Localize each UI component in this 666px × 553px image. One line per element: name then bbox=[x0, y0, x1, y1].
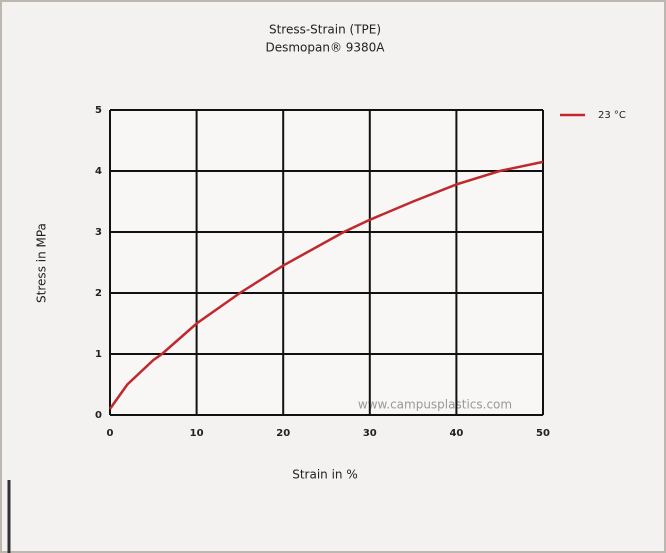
chart-subtitle: Desmopan® 9380A bbox=[265, 41, 385, 55]
x-tick-label: 10 bbox=[190, 428, 204, 439]
y-axis-label: Stress in MPa bbox=[35, 223, 49, 303]
y-tick-label: 3 bbox=[95, 227, 102, 238]
y-tick-label: 1 bbox=[95, 349, 102, 360]
y-tick-label: 0 bbox=[95, 410, 102, 421]
x-tick-label: 30 bbox=[363, 428, 377, 439]
x-tick-label: 40 bbox=[449, 428, 463, 439]
chart-title: Stress-Strain (TPE) bbox=[269, 23, 381, 37]
y-tick-label: 5 bbox=[95, 105, 102, 116]
y-tick-label: 2 bbox=[95, 288, 102, 299]
legend-label: 23 °C bbox=[598, 110, 626, 121]
watermark: www.campusplastics.com bbox=[358, 398, 512, 412]
plot-area bbox=[110, 110, 543, 415]
x-tick-label: 20 bbox=[276, 428, 290, 439]
data-line bbox=[108, 160, 544, 410]
y-tick-label: 4 bbox=[95, 166, 102, 177]
x-tick-label: 0 bbox=[107, 428, 114, 439]
x-tick-label: 50 bbox=[536, 428, 550, 439]
x-axis-label: Strain in % bbox=[292, 468, 358, 482]
